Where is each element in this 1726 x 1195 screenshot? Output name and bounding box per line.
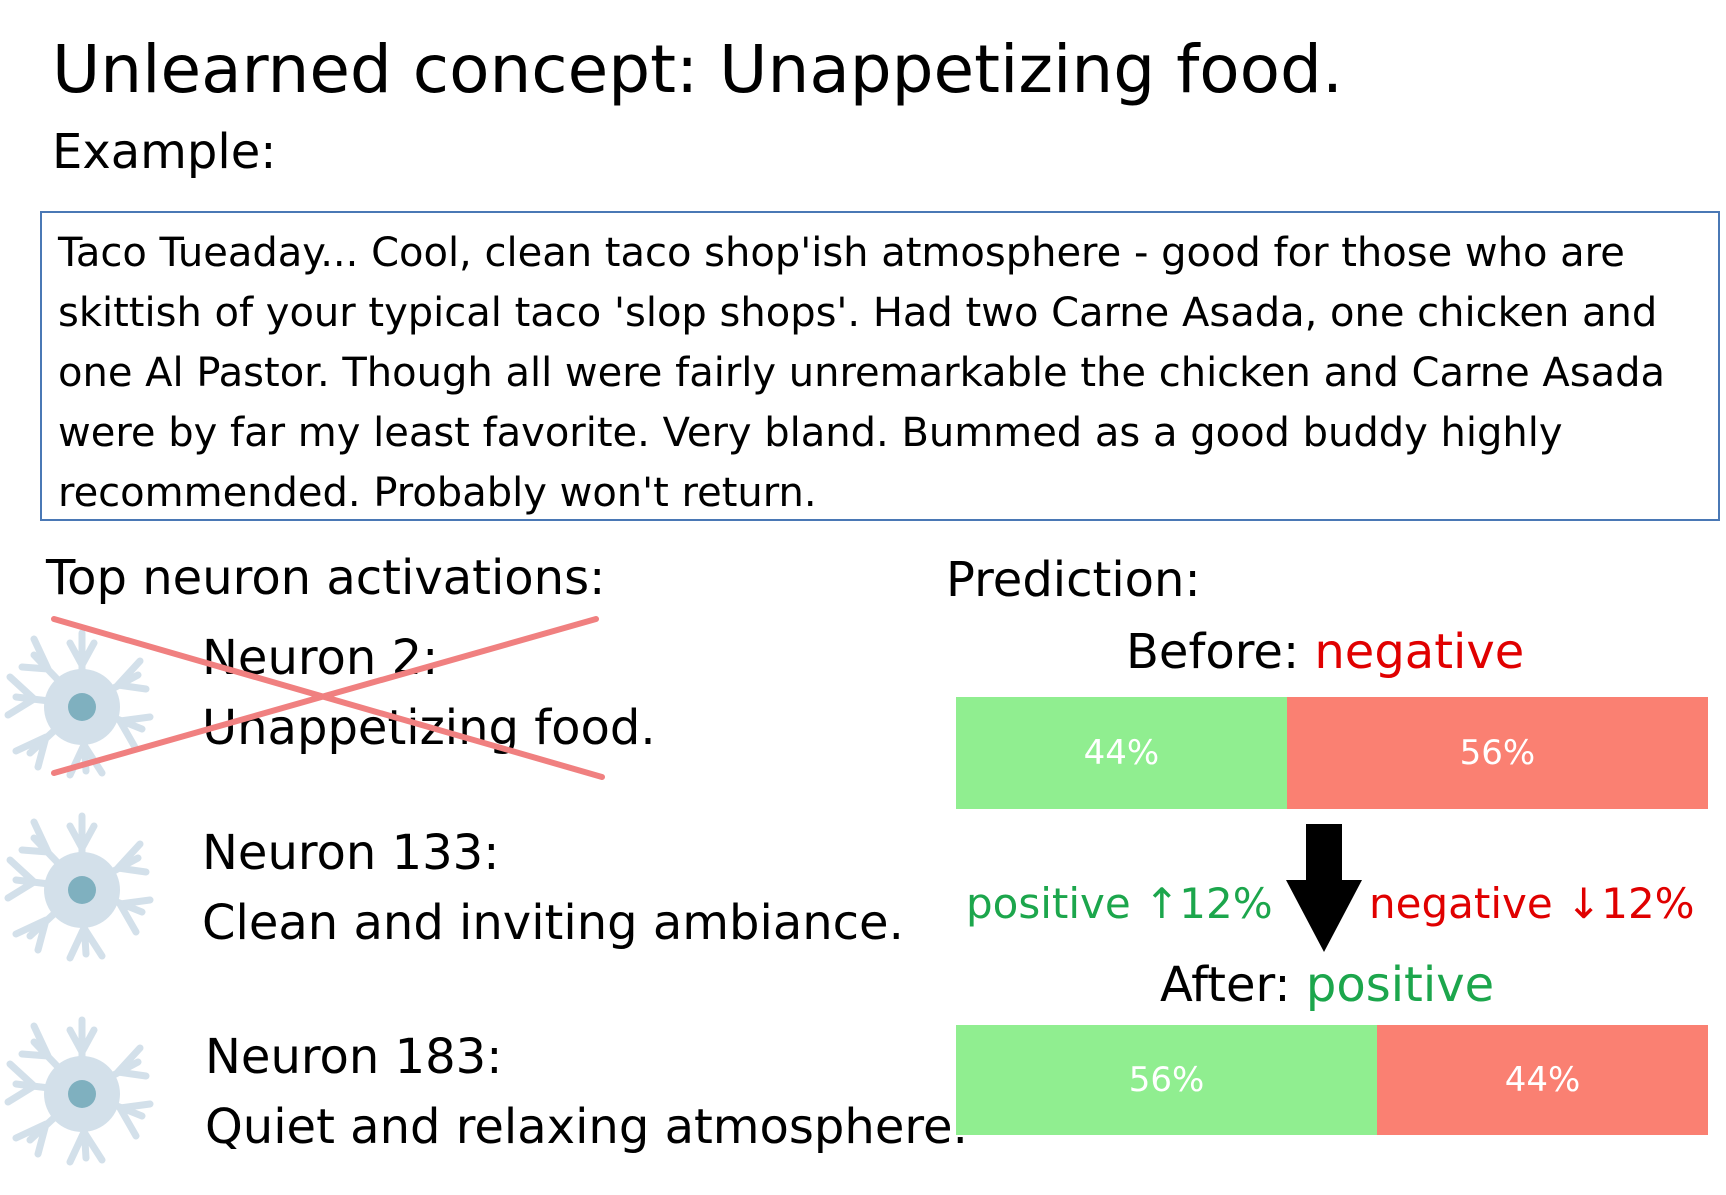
page-title: Unlearned concept: Unappetizing food. <box>52 31 1343 108</box>
after-probability-bar: 56% 44% <box>956 1025 1708 1135</box>
after-label: After: <box>1160 957 1306 1013</box>
example-review-box: Taco Tueaday... Cool, clean taco shop'is… <box>40 211 1720 521</box>
before-prediction: Before: negative <box>1126 622 1524 682</box>
negative-change: negative ↓12% <box>1369 879 1695 928</box>
before-label: Before: <box>1126 624 1315 680</box>
after-prediction: After: positive <box>1160 955 1494 1015</box>
neuron-133-concept: Clean and inviting ambiance. <box>202 895 904 951</box>
neuron-icon <box>4 1016 154 1166</box>
neuron-icon <box>4 812 154 962</box>
after-negative-segment: 44% <box>1377 1025 1708 1135</box>
neurons-heading: Top neuron activations: <box>46 550 606 606</box>
before-value: negative <box>1314 624 1525 680</box>
neuron-133-name: Neuron 133: <box>202 825 500 881</box>
example-label: Example: <box>52 124 277 180</box>
before-negative-segment: 56% <box>1286 697 1708 809</box>
cross-out-mark <box>51 616 605 780</box>
example-line: recommended. Probably won't return. <box>58 470 817 516</box>
after-positive-label: 56% <box>1128 1060 1205 1100</box>
before-negative-label: 56% <box>1459 733 1536 773</box>
neuron-183-concept: Quiet and relaxing atmosphere. <box>205 1099 968 1155</box>
positive-change: positive ↑12% <box>966 879 1273 928</box>
before-probability-bar: 44% 56% <box>956 697 1708 809</box>
example-line: skittish of your typical taco 'slop shop… <box>58 290 1658 336</box>
example-line: were by far my least favorite. Very blan… <box>58 410 1563 456</box>
neuron-183-name: Neuron 183: <box>205 1029 503 1085</box>
down-arrow-icon <box>1286 824 1362 952</box>
prediction-heading: Prediction: <box>946 552 1201 608</box>
after-negative-label: 44% <box>1504 1060 1581 1100</box>
neuron-icon <box>4 629 154 779</box>
after-positive-segment: 56% <box>956 1025 1378 1135</box>
before-positive-segment: 44% <box>956 697 1287 809</box>
before-positive-label: 44% <box>1083 733 1160 773</box>
example-line: Taco Tueaday... Cool, clean taco shop'is… <box>58 230 1625 276</box>
example-line: one Al Pastor. Though all were fairly un… <box>58 350 1666 396</box>
after-value: positive <box>1305 957 1495 1013</box>
